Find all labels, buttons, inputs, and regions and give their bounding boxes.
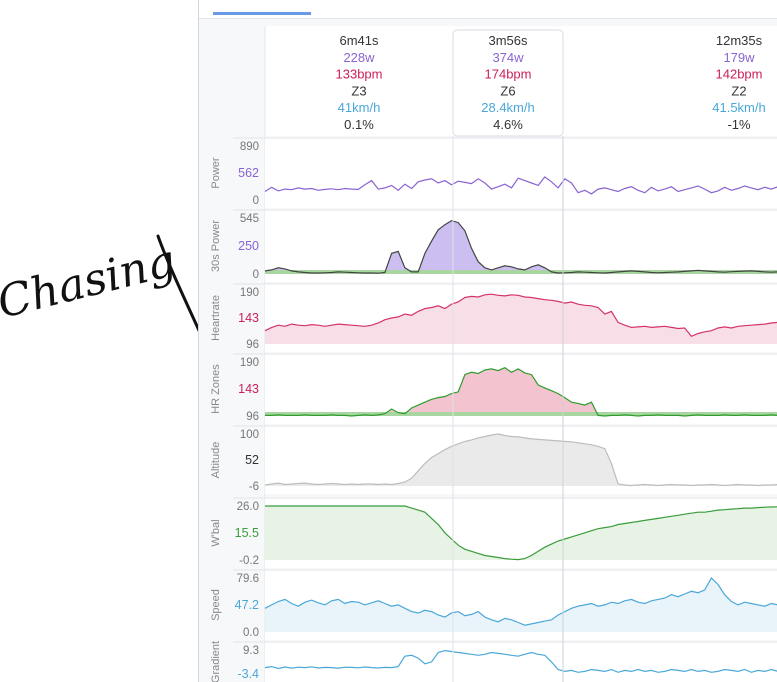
chart-0-axis-title: Power: [210, 157, 222, 189]
chart-4-area: [265, 434, 777, 486]
interval-1-zone: Z3: [351, 83, 366, 98]
interval-1-power: 228w: [343, 50, 375, 65]
chart-0-tick-label: 890: [240, 141, 259, 153]
interval-3-grade: -1%: [727, 117, 751, 132]
activity-chart-panel: 6m41s 228w 133bpm Z3 41km/h 0.1% 3m56s 374w 174b…: [198, 0, 777, 682]
interval-2-speed: 28.4km/h: [481, 100, 534, 115]
chart-6-tick-label: 0.0: [243, 627, 259, 639]
chart-3-tick-label: 143: [238, 382, 259, 396]
handwritten-annotation-text: Chasing: [0, 235, 181, 328]
interval-3-power: 179w: [723, 50, 755, 65]
chart-4-tick-label: -6: [249, 481, 259, 493]
chart-1-series-line: [264, 219, 777, 274]
handwritten-annotation: Chasing: [0, 234, 226, 388]
interval-2-grade: 4.6%: [493, 117, 523, 132]
interval-2-zone: Z6: [500, 83, 515, 98]
chart-7-tick-label: -3.4: [237, 667, 259, 681]
chart-7-background: [265, 642, 777, 682]
chart-3-tick-label: 96: [246, 411, 259, 423]
chart-6-area: [265, 578, 777, 632]
blank-canvas-area: [0, 0, 198, 682]
chart-5-tick-label: 26.0: [237, 501, 259, 513]
chart-3-axis-title: HR Zones: [210, 364, 222, 414]
interval-1-hr: 133bpm: [336, 67, 383, 82]
chart-4-axis-title: Altitude: [210, 442, 222, 479]
chart-5-series-line: [265, 505, 777, 561]
interval-3-zone: Z2: [731, 83, 746, 98]
chart-5-tick-label: -0.2: [239, 555, 259, 567]
chart-1-area: [265, 220, 777, 274]
interval-3-hr: 142bpm: [716, 67, 763, 82]
chart-6-axis-title: Speed: [210, 589, 222, 621]
chart-6-tick-label: 79.6: [237, 573, 259, 585]
chart-6-tick-label: 47.2: [235, 598, 259, 612]
chart-4-tick-label: 52: [245, 453, 259, 467]
chart-0-series-line: [264, 176, 777, 195]
interval-2-hr: 174bpm: [485, 67, 532, 82]
interval-1-duration: 6m41s: [339, 33, 379, 48]
chart-3-zone-band: [265, 412, 777, 416]
chart-1-tick-label: 250: [238, 239, 259, 253]
chart-4-tick-label: 100: [240, 429, 259, 441]
tab-bar: [199, 0, 777, 19]
chart-5-area: [265, 506, 777, 560]
chart-7-series-line: [264, 649, 777, 673]
interval-1-grade: 0.1%: [344, 117, 374, 132]
chart-1-tick-label: 0: [253, 269, 259, 281]
chart-2-tick-label: 143: [238, 311, 259, 325]
chart-0-tick-label: 562: [238, 166, 259, 180]
chart-3-area: [265, 367, 777, 416]
chart-5-tick-label: 15.5: [235, 526, 259, 540]
chart-0-tick-label: 0: [253, 195, 259, 207]
chart-5-axis-title: W'bal: [210, 519, 222, 546]
chart-2-axis-title: Heartrate: [210, 295, 222, 341]
chart-7-tick-label: 9.3: [243, 645, 259, 657]
interval-3-speed: 41.5km/h: [712, 100, 765, 115]
chart-4-series-line: [264, 433, 777, 487]
interval-2-duration: 3m56s: [488, 33, 528, 48]
chart-2-tick-label: 96: [246, 339, 259, 351]
chart-1-zone-band: [265, 270, 777, 274]
chart-0-background: [265, 138, 777, 208]
chart-2-series-line: [264, 293, 777, 338]
chart-1-tick-label: 545: [240, 213, 259, 225]
interval-1-speed: 41km/h: [338, 100, 381, 115]
interval-3-duration: 12m35s: [716, 33, 763, 48]
chart-7-axis-title: Gradient: [210, 641, 222, 682]
chart-3-tick-label: 190: [240, 357, 259, 369]
chart-1-axis-title: 30s Power: [210, 220, 222, 272]
active-tab-indicator[interactable]: [213, 12, 311, 15]
chart-2-tick-label: 190: [240, 287, 259, 299]
interval-2-power: 374w: [492, 50, 524, 65]
chart-2-area: [265, 294, 777, 344]
chart-6-series-line: [264, 577, 777, 626]
chart-3-series-line: [265, 367, 777, 417]
highlighted-interval-column[interactable]: [452, 29, 564, 137]
